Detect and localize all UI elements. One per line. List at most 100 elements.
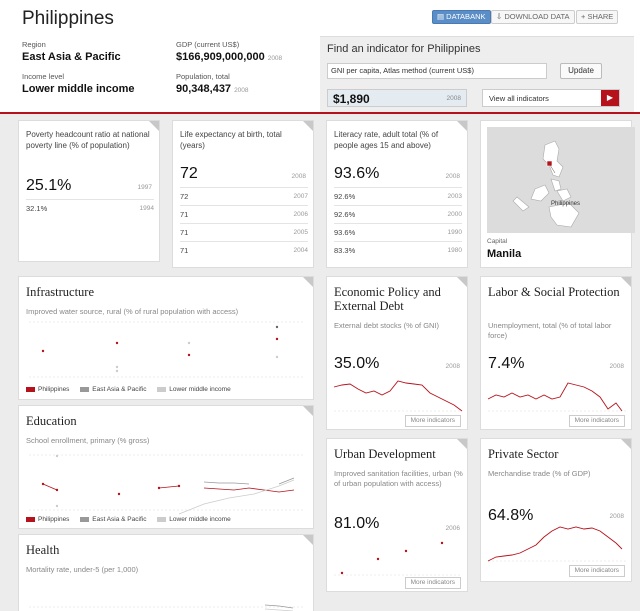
row-year: 1994 bbox=[139, 205, 154, 212]
private-more-indicators[interactable]: More indicators bbox=[568, 565, 625, 577]
poverty-row: 32.1% 1994 bbox=[26, 199, 154, 217]
gdp-year: 2008 bbox=[267, 55, 283, 62]
view-all-indicators[interactable]: View all indicators ▶ bbox=[482, 89, 620, 107]
urban-development-card: Urban Development Improved sanitation fa… bbox=[326, 438, 468, 592]
private-sector-card: Private Sector Merchandise trade (% of G… bbox=[480, 438, 632, 582]
poverty-year: 1997 bbox=[137, 184, 152, 191]
health-title: Health bbox=[26, 543, 60, 557]
life-title: Life expectancy at birth, total (years) bbox=[180, 130, 282, 150]
row-year: 2004 bbox=[293, 247, 308, 254]
private-sparkline bbox=[487, 526, 626, 562]
share-icon: + bbox=[581, 12, 588, 21]
econ-title: Economic Policy and External Debt bbox=[334, 285, 441, 313]
capital-value: Manila bbox=[487, 248, 522, 260]
download-icon: ⇩ bbox=[496, 12, 505, 21]
legend-item-eap: East Asia & Pacific bbox=[80, 516, 146, 523]
econ-subtitle: External debt stocks (% of GNI) bbox=[334, 321, 440, 330]
arrow-right-icon[interactable]: ▶ bbox=[601, 90, 619, 106]
poverty-value: 25.1% bbox=[26, 177, 72, 194]
infrastructure-title: Infrastructure bbox=[26, 285, 95, 299]
country-map[interactable]: Philippines bbox=[487, 127, 635, 233]
population-value: 90,348,437 2008 bbox=[176, 83, 249, 95]
databank-label: DATABANK bbox=[446, 12, 486, 21]
legend-label: East Asia & Pacific bbox=[92, 516, 147, 523]
literacy-title: Literacy rate, adult total (% of people … bbox=[334, 130, 439, 150]
corner-icon[interactable] bbox=[621, 439, 631, 449]
corner-icon[interactable] bbox=[303, 277, 313, 287]
update-button[interactable]: Update bbox=[560, 63, 602, 79]
legend-item-lmi: Lower middle income bbox=[157, 516, 231, 523]
income-label: Income level bbox=[22, 72, 65, 81]
poverty-card: Poverty headcount ratio at national pove… bbox=[18, 120, 160, 262]
row-value: 72 bbox=[180, 192, 189, 201]
education-subtitle: School enrollment, primary (% gross) bbox=[26, 436, 150, 445]
legend-label: Lower middle income bbox=[169, 386, 231, 393]
legend-label: Philippines bbox=[38, 386, 70, 393]
row-year: 1980 bbox=[447, 247, 462, 254]
country-header: Philippines ▤ DATABANK ⇩ DOWNLOAD DATA +… bbox=[0, 0, 640, 114]
row-value: 71 bbox=[180, 246, 189, 255]
legend-item-philippines: Philippines bbox=[26, 386, 69, 393]
education-title: Education bbox=[26, 414, 77, 428]
row-year: 2005 bbox=[293, 229, 308, 236]
literacy-row: 93.6% 1990 bbox=[334, 223, 462, 241]
literacy-row: 92.6% 2003 bbox=[334, 187, 462, 205]
result-value: $1,890 bbox=[333, 92, 370, 106]
life-row: 71 2006 bbox=[180, 205, 308, 223]
gdp-label: GDP (current US$) bbox=[176, 40, 240, 49]
health-card: Health Mortality rate, under-5 (per 1,00… bbox=[18, 534, 314, 611]
map-card: Philippines Capital Manila bbox=[480, 120, 635, 268]
indicator-finder: Find an indicator for Philippines GNI pe… bbox=[320, 36, 634, 112]
life-expectancy-card: Life expectancy at birth, total (years) … bbox=[172, 120, 314, 268]
share-button[interactable]: + SHARE bbox=[576, 10, 619, 24]
indicator-input[interactable]: GNI per capita, Atlas method (current US… bbox=[327, 63, 547, 79]
legend-item-philippines: Philippines bbox=[26, 516, 69, 523]
corner-icon[interactable] bbox=[303, 406, 313, 416]
income-value: Lower middle income bbox=[22, 83, 135, 95]
econ-value: 35.0% bbox=[334, 355, 380, 372]
legend-label: Philippines bbox=[38, 516, 70, 523]
life-year: 2008 bbox=[291, 173, 306, 180]
labor-title: Labor & Social Protection bbox=[488, 285, 620, 299]
literacy-card: Literacy rate, adult total (% of people … bbox=[326, 120, 468, 268]
private-subtitle: Merchandise trade (% of GDP) bbox=[488, 469, 591, 478]
region-value: East Asia & Pacific bbox=[22, 51, 121, 63]
corner-icon[interactable] bbox=[621, 277, 631, 287]
corner-icon[interactable] bbox=[149, 121, 159, 131]
row-value: 92.6% bbox=[334, 210, 356, 219]
corner-icon[interactable] bbox=[457, 121, 467, 131]
population-amount: 90,348,437 bbox=[176, 83, 232, 95]
capital-label: Capital bbox=[487, 238, 508, 245]
row-year: 2007 bbox=[293, 193, 308, 200]
row-value: 92.6% bbox=[334, 192, 356, 201]
economic-policy-card: Economic Policy and External Debt Extern… bbox=[326, 276, 468, 430]
private-value: 64.8% bbox=[488, 507, 534, 524]
indicator-result: $1,890 2008 bbox=[327, 89, 467, 107]
education-chart bbox=[29, 454, 305, 515]
health-subtitle: Mortality rate, under-5 (per 1,000) bbox=[26, 565, 139, 574]
databank-button[interactable]: ▤ DATABANK bbox=[432, 10, 491, 24]
urban-more-indicators[interactable]: More indicators bbox=[404, 577, 461, 589]
corner-icon[interactable] bbox=[457, 439, 467, 449]
population-label: Population, total bbox=[176, 72, 230, 81]
row-value: 71 bbox=[180, 228, 189, 237]
corner-icon[interactable] bbox=[303, 535, 313, 545]
labor-more-indicators[interactable]: More indicators bbox=[568, 415, 625, 427]
infrastructure-card: Infrastructure Improved water source, ru… bbox=[18, 276, 314, 400]
region-label: Region bbox=[22, 40, 46, 49]
population-year: 2008 bbox=[234, 87, 249, 94]
map-label: Philippines bbox=[551, 201, 581, 207]
education-legend: Philippines East Asia & Pacific Lower mi… bbox=[26, 516, 240, 523]
gdp-amount: $166,909,000,000 bbox=[176, 51, 265, 63]
row-year: 2006 bbox=[293, 211, 308, 218]
education-card: Education School enrollment, primary (% … bbox=[18, 405, 314, 529]
row-year: 1990 bbox=[447, 229, 462, 236]
corner-icon[interactable] bbox=[303, 121, 313, 131]
download-data-button[interactable]: ⇩ DOWNLOAD DATA bbox=[491, 10, 575, 24]
urban-value: 81.0% bbox=[334, 515, 380, 532]
econ-more-indicators[interactable]: More indicators bbox=[404, 415, 461, 427]
finder-title: Find an indicator for Philippines bbox=[327, 43, 481, 55]
corner-icon[interactable] bbox=[457, 277, 467, 287]
life-row: 72 2007 bbox=[180, 187, 308, 205]
literacy-year: 2008 bbox=[445, 173, 460, 180]
